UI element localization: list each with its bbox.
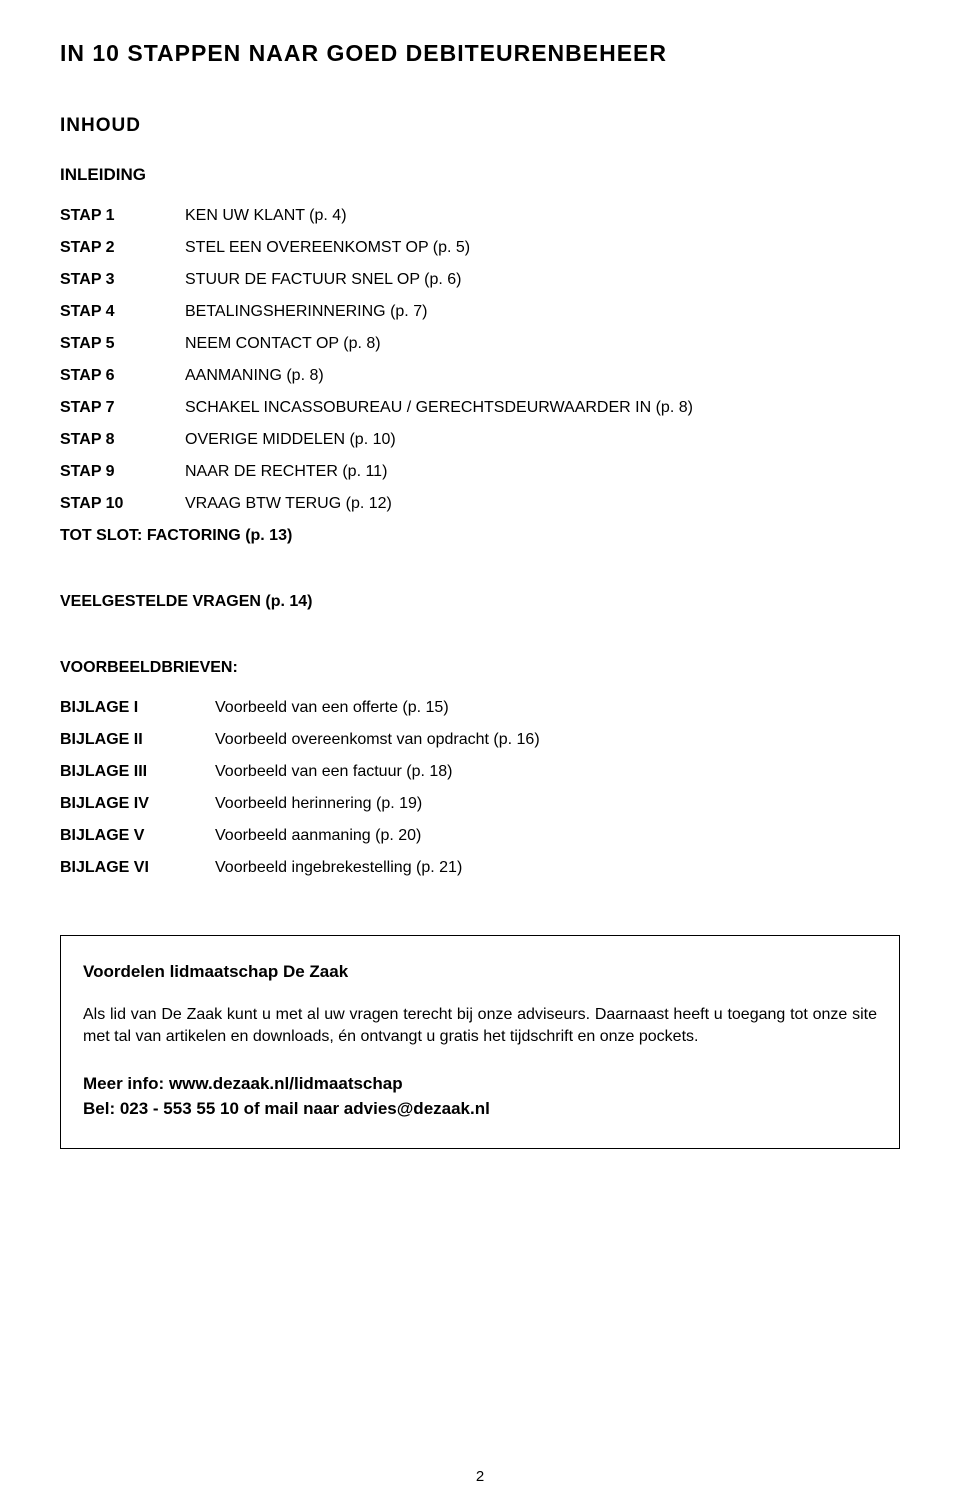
bijlage-row: BIJLAGE III Voorbeeld van een factuur (p… [60, 763, 900, 781]
step-desc: OVERIGE MIDDELEN (p. 10) [185, 431, 396, 449]
page-number: 2 [476, 1468, 484, 1485]
box-body: Als lid van De Zaak kunt u met al uw vra… [83, 1004, 877, 1049]
intro-label: INLEIDING [60, 165, 900, 185]
bijlagen-list: BIJLAGE I Voorbeeld van een offerte (p. … [60, 699, 900, 877]
step-label: STAP 9 [60, 463, 185, 481]
letters-heading: VOORBEELDBRIEVEN: [60, 659, 900, 677]
bijlage-label: BIJLAGE III [60, 763, 215, 781]
bijlage-label: BIJLAGE II [60, 731, 215, 749]
bijlage-label: BIJLAGE V [60, 827, 215, 845]
box-info-line1: Meer info: www.dezaak.nl/lidmaatschap [83, 1071, 877, 1097]
step-row: STAP 2 STEL EEN OVEREENKOMST OP (p. 5) [60, 239, 900, 257]
bijlage-row: BIJLAGE V Voorbeeld aanmaning (p. 20) [60, 827, 900, 845]
step-desc: STUUR DE FACTUUR SNEL OP (p. 6) [185, 271, 462, 289]
step-row: STAP 10 VRAAG BTW TERUG (p. 12) [60, 495, 900, 513]
step-label: STAP 8 [60, 431, 185, 449]
step-row: STAP 6 AANMANING (p. 8) [60, 367, 900, 385]
bijlage-row: BIJLAGE VI Voorbeeld ingebrekestelling (… [60, 859, 900, 877]
step-label: STAP 2 [60, 239, 185, 257]
step-label: STAP 1 [60, 207, 185, 225]
step-label: STAP 4 [60, 303, 185, 321]
step-desc: SCHAKEL INCASSOBUREAU / GERECHTSDEURWAAR… [185, 399, 693, 417]
membership-box: Voordelen lidmaatschap De Zaak Als lid v… [60, 935, 900, 1149]
step-row: STAP 4 BETALINGSHERINNERING (p. 7) [60, 303, 900, 321]
step-desc: AANMANING (p. 8) [185, 367, 324, 385]
document-title: IN 10 STAPPEN NAAR GOED DEBITEURENBEHEER [60, 40, 900, 67]
bijlage-label: BIJLAGE IV [60, 795, 215, 813]
bijlage-desc: Voorbeeld aanmaning (p. 20) [215, 827, 421, 845]
step-row: STAP 1 KEN UW KLANT (p. 4) [60, 207, 900, 225]
step-desc: NAAR DE RECHTER (p. 11) [185, 463, 387, 481]
box-info: Meer info: www.dezaak.nl/lidmaatschap Be… [83, 1071, 877, 1122]
bijlage-desc: Voorbeeld overeenkomst van opdracht (p. … [215, 731, 540, 749]
step-label: STAP 7 [60, 399, 185, 417]
step-row: STAP 9 NAAR DE RECHTER (p. 11) [60, 463, 900, 481]
box-title: Voordelen lidmaatschap De Zaak [83, 962, 877, 982]
bijlage-label: BIJLAGE I [60, 699, 215, 717]
steps-list: STAP 1 KEN UW KLANT (p. 4) STAP 2 STEL E… [60, 207, 900, 513]
step-label: STAP 3 [60, 271, 185, 289]
step-row: STAP 8 OVERIGE MIDDELEN (p. 10) [60, 431, 900, 449]
bijlage-row: BIJLAGE I Voorbeeld van een offerte (p. … [60, 699, 900, 717]
step-label: STAP 5 [60, 335, 185, 353]
bijlage-label: BIJLAGE VI [60, 859, 215, 877]
step-desc: VRAAG BTW TERUG (p. 12) [185, 495, 392, 513]
step-row: STAP 5 NEEM CONTACT OP (p. 8) [60, 335, 900, 353]
step-desc: STEL EEN OVEREENKOMST OP (p. 5) [185, 239, 470, 257]
step-desc: NEEM CONTACT OP (p. 8) [185, 335, 381, 353]
step-desc: KEN UW KLANT (p. 4) [185, 207, 347, 225]
step-row: STAP 3 STUUR DE FACTUUR SNEL OP (p. 6) [60, 271, 900, 289]
step-row: STAP 7 SCHAKEL INCASSOBUREAU / GERECHTSD… [60, 399, 900, 417]
bijlage-desc: Voorbeeld van een factuur (p. 18) [215, 763, 453, 781]
bijlage-desc: Voorbeeld herinnering (p. 19) [215, 795, 422, 813]
step-desc: BETALINGSHERINNERING (p. 7) [185, 303, 427, 321]
bijlage-desc: Voorbeeld van een offerte (p. 15) [215, 699, 449, 717]
closing-line: TOT SLOT: FACTORING (p. 13) [60, 527, 900, 545]
box-info-line2: Bel: 023 - 553 55 10 of mail naar advies… [83, 1096, 877, 1122]
bijlage-row: BIJLAGE IV Voorbeeld herinnering (p. 19) [60, 795, 900, 813]
bijlage-row: BIJLAGE II Voorbeeld overeenkomst van op… [60, 731, 900, 749]
bijlage-desc: Voorbeeld ingebrekestelling (p. 21) [215, 859, 462, 877]
faq-line: VEELGESTELDE VRAGEN (p. 14) [60, 593, 900, 611]
step-label: STAP 10 [60, 495, 185, 513]
toc-heading: INHOUD [60, 115, 900, 137]
step-label: STAP 6 [60, 367, 185, 385]
